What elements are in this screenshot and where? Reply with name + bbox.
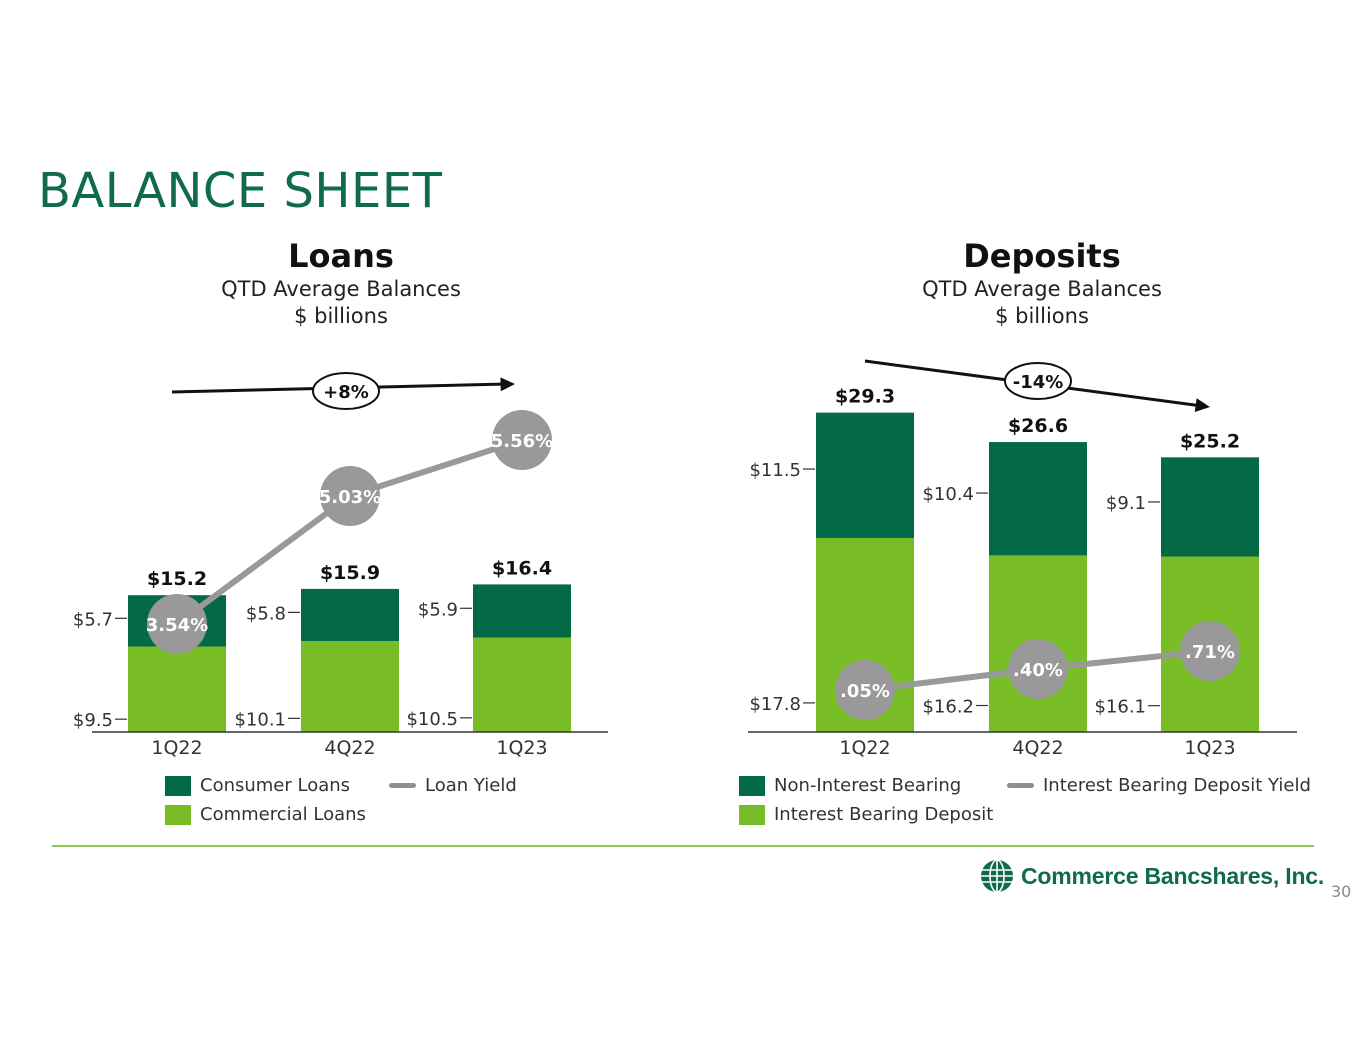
bar-total-label: $15.9 <box>320 562 380 584</box>
bar-segment-top <box>301 588 399 642</box>
x-tick-label: 1Q22 <box>839 737 890 759</box>
x-tick-label: 1Q23 <box>496 737 547 759</box>
legend-label: Interest Bearing Deposit <box>774 804 994 825</box>
trend-arrow-head <box>500 377 515 392</box>
yield-point <box>835 660 895 720</box>
x-tick-label: 4Q22 <box>324 737 375 759</box>
yield-label: .40% <box>1013 660 1063 681</box>
yield-label: 5.56% <box>491 431 553 452</box>
deposits-chart-subtitle-2: $ billions <box>995 304 1089 328</box>
segment-value-label: $10.1 <box>234 709 286 730</box>
bar-total-label: $29.3 <box>835 386 895 408</box>
bar-total-label: $26.6 <box>1008 415 1068 437</box>
legend-label: Loan Yield <box>425 775 517 796</box>
yield-point <box>1180 621 1240 681</box>
legend-item-consumer-loans: Consumer Loans <box>165 775 350 796</box>
trend-label: +8% <box>323 382 369 403</box>
globe-icon <box>981 859 1013 893</box>
legend-item-non-interest-bearing: Non-Interest Bearing <box>739 775 961 796</box>
trend-badge <box>1004 362 1072 400</box>
footer-divider <box>52 845 1314 847</box>
segment-value-label: $5.8 <box>246 603 286 624</box>
yield-point <box>147 594 207 654</box>
legend-line-yield <box>389 783 416 788</box>
deposits-chart-title: Deposits <box>963 237 1121 275</box>
x-tick-label: 4Q22 <box>1012 737 1063 759</box>
legend-swatch-non-interest <box>739 775 765 796</box>
segment-value-label: $11.5 <box>749 460 801 481</box>
legend-label: Commercial Loans <box>200 804 366 825</box>
x-tick-label: 1Q23 <box>1184 737 1235 759</box>
page-title: BALANCE SHEET <box>38 163 443 219</box>
segment-value-label: $10.5 <box>406 709 458 730</box>
segment-value-label: $10.4 <box>922 484 974 505</box>
legend-item-commercial-loans: Commercial Loans <box>165 804 366 825</box>
bar-segment-top <box>816 412 914 538</box>
legend-swatch-commercial <box>165 804 191 825</box>
legend-item-interest-bearing-deposit: Interest Bearing Deposit <box>739 804 993 825</box>
yield-label: 3.54% <box>146 615 208 636</box>
x-tick-label: 1Q22 <box>151 737 202 759</box>
trend-label: -14% <box>1013 372 1064 393</box>
loans-chart-title: Loans <box>288 237 394 275</box>
legend-label: Interest Bearing Deposit Yield <box>1043 775 1311 796</box>
yield-point <box>1008 639 1068 699</box>
segment-value-label: $9.1 <box>1106 493 1146 514</box>
bar-segment-top <box>1161 457 1259 557</box>
legend-item-loan-yield: Loan Yield <box>389 775 517 796</box>
brand-name: Commerce Bancshares, Inc. <box>1021 862 1325 889</box>
bar-total-label: $15.2 <box>147 568 207 590</box>
segment-value-label: $16.1 <box>1094 697 1146 718</box>
segment-value-label: $5.9 <box>418 599 458 620</box>
yield-label: .05% <box>840 681 890 702</box>
segment-value-label: $9.5 <box>73 710 113 731</box>
bar-segment-bottom <box>473 637 571 732</box>
yield-point <box>492 410 552 470</box>
loans-chart-header: Loans QTD Average Balances $ billions <box>131 236 551 330</box>
segment-value-label: $16.2 <box>922 697 974 718</box>
legend-swatch-interest-bearing <box>739 804 765 825</box>
legend-item-deposit-yield: Interest Bearing Deposit Yield <box>1007 775 1311 796</box>
trend-arrow-head <box>1194 398 1210 412</box>
page-number: 30 <box>1331 882 1352 901</box>
deposits-chart-subtitle-1: QTD Average Balances <box>922 277 1162 301</box>
legend-line-yield <box>1007 783 1034 788</box>
bar-segment-bottom <box>128 646 226 732</box>
yield-label: .71% <box>1185 642 1235 663</box>
bar-segment-bottom <box>301 641 399 732</box>
deposits-chart-header: Deposits QTD Average Balances $ billions <box>832 236 1252 330</box>
legend-label: Consumer Loans <box>200 775 351 796</box>
loans-chart-subtitle-2: $ billions <box>294 304 388 328</box>
segment-value-label: $5.7 <box>73 609 113 630</box>
brand-logo: Commerce Bancshares, Inc. <box>979 858 1324 894</box>
trend-badge <box>312 372 380 410</box>
bar-total-label: $25.2 <box>1180 430 1240 452</box>
yield-label: 5.03% <box>319 487 381 508</box>
loans-chart-subtitle-1: QTD Average Balances <box>221 277 461 301</box>
yield-point <box>320 466 380 526</box>
bar-segment-top <box>989 442 1087 556</box>
bar-total-label: $16.4 <box>492 557 552 579</box>
bar-segment-top <box>473 584 571 638</box>
segment-value-label: $17.8 <box>749 694 801 715</box>
legend-swatch-consumer <box>165 775 191 796</box>
legend-label: Non-Interest Bearing <box>774 775 962 796</box>
